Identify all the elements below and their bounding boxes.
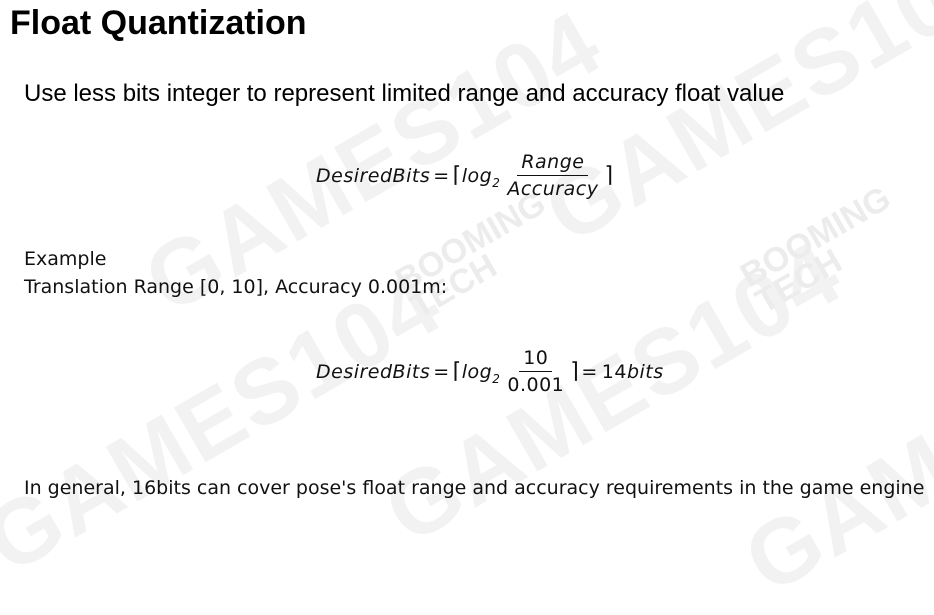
formula-result-number: 14 (601, 360, 627, 383)
formula-lhs: DesiredBits (316, 164, 431, 187)
formula-lhs: DesiredBits (316, 360, 431, 383)
watermark-logo: BOOMING TECH (734, 179, 898, 321)
example-label: Example (24, 248, 107, 270)
example-formula: DesiredBits = ⌈ log 2 10 0.001 ⌉ = 14 bi… (316, 348, 664, 395)
formula-denominator: 0.001 (507, 374, 565, 396)
ceil-right-symbol: ⌉ (570, 359, 580, 384)
formula-denominator: Accuracy (507, 178, 599, 200)
formula-log-base: 2 (492, 175, 501, 190)
watermark-games104: GAMES104 (0, 251, 459, 593)
example-description: Translation Range [0, 10], Accuracy 0.00… (24, 276, 448, 298)
formula-equals: = (433, 360, 450, 383)
formula-log: log (461, 164, 493, 187)
ceil-left-symbol: ⌈ (452, 359, 462, 384)
watermark-games104: GAMES104 (728, 271, 934, 613)
watermark-logo: BOOMING TECH (389, 184, 553, 326)
formula-fraction: 10 0.001 (503, 348, 568, 395)
formula-result-unit: bits (626, 360, 664, 383)
formula-equals: = (581, 360, 598, 383)
ceil-left-symbol: ⌈ (452, 163, 462, 188)
formula-numerator: 10 (519, 348, 553, 372)
formula-numerator: Range (517, 152, 589, 176)
ceil-right-symbol: ⌉ (604, 163, 614, 188)
slide-subtitle: Use less bits integer to represent limit… (24, 80, 785, 107)
desired-bits-formula: DesiredBits = ⌈ log 2 Range Accuracy ⌉ (316, 152, 614, 199)
watermark-games104: GAMES104 (528, 0, 934, 263)
formula-log-base: 2 (492, 371, 501, 386)
conclusion-text: In general, 16bits can cover pose's floa… (24, 477, 925, 499)
slide-title: Float Quantization (10, 4, 307, 42)
formula-equals: = (433, 164, 450, 187)
formula-log: log (461, 360, 493, 383)
formula-fraction: Range Accuracy (503, 152, 602, 199)
